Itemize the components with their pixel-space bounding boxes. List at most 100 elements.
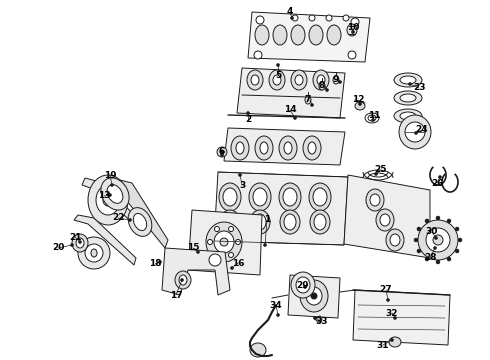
Ellipse shape <box>283 188 297 206</box>
Ellipse shape <box>217 147 227 157</box>
Circle shape <box>414 131 418 135</box>
Circle shape <box>433 246 437 250</box>
Ellipse shape <box>250 210 270 234</box>
Circle shape <box>276 63 280 67</box>
Text: 23: 23 <box>413 84 425 93</box>
Ellipse shape <box>386 229 404 251</box>
Ellipse shape <box>224 214 236 230</box>
Ellipse shape <box>327 25 341 45</box>
Ellipse shape <box>215 226 220 231</box>
Circle shape <box>128 218 132 222</box>
Circle shape <box>158 260 162 264</box>
Text: 3: 3 <box>239 180 245 189</box>
Polygon shape <box>118 180 168 248</box>
Circle shape <box>238 173 242 177</box>
Text: 34: 34 <box>270 301 282 310</box>
Ellipse shape <box>269 70 285 90</box>
Circle shape <box>263 243 267 247</box>
Text: 17: 17 <box>170 291 182 300</box>
Ellipse shape <box>455 227 459 231</box>
Ellipse shape <box>308 142 316 154</box>
Ellipse shape <box>291 272 315 298</box>
Circle shape <box>358 102 362 106</box>
Text: 16: 16 <box>232 258 244 267</box>
Ellipse shape <box>400 112 416 120</box>
Ellipse shape <box>175 271 191 289</box>
Ellipse shape <box>291 70 307 90</box>
Ellipse shape <box>433 235 443 245</box>
Ellipse shape <box>256 16 264 24</box>
Text: 24: 24 <box>416 126 428 135</box>
Polygon shape <box>237 68 345 118</box>
Polygon shape <box>288 275 340 318</box>
Ellipse shape <box>425 257 429 261</box>
Ellipse shape <box>348 51 356 59</box>
Ellipse shape <box>310 210 330 234</box>
Text: 29: 29 <box>296 280 309 289</box>
Text: 6: 6 <box>219 148 225 157</box>
Ellipse shape <box>319 82 325 90</box>
Ellipse shape <box>85 244 103 262</box>
Circle shape <box>434 236 438 240</box>
Ellipse shape <box>249 183 271 211</box>
Ellipse shape <box>133 213 147 230</box>
Text: 31: 31 <box>377 341 389 350</box>
Polygon shape <box>188 210 262 275</box>
Ellipse shape <box>78 237 110 269</box>
Ellipse shape <box>317 75 325 85</box>
Ellipse shape <box>376 209 394 231</box>
Ellipse shape <box>326 15 332 21</box>
Ellipse shape <box>405 122 425 142</box>
Polygon shape <box>248 12 370 62</box>
Circle shape <box>310 103 314 107</box>
Polygon shape <box>224 128 345 165</box>
Ellipse shape <box>236 239 241 244</box>
Ellipse shape <box>295 75 303 85</box>
Ellipse shape <box>347 24 357 36</box>
Circle shape <box>196 250 200 254</box>
Ellipse shape <box>236 142 244 154</box>
Ellipse shape <box>76 238 84 248</box>
Ellipse shape <box>455 249 459 253</box>
Polygon shape <box>162 248 230 295</box>
Ellipse shape <box>309 25 323 45</box>
Ellipse shape <box>447 257 451 261</box>
Ellipse shape <box>389 337 401 347</box>
Ellipse shape <box>228 226 234 231</box>
Ellipse shape <box>72 234 88 252</box>
Ellipse shape <box>400 76 416 84</box>
Ellipse shape <box>343 15 349 21</box>
Ellipse shape <box>417 249 421 253</box>
Ellipse shape <box>254 51 262 59</box>
Circle shape <box>303 285 307 289</box>
Ellipse shape <box>128 208 152 237</box>
Text: 4: 4 <box>287 8 293 17</box>
Ellipse shape <box>333 76 339 84</box>
Ellipse shape <box>291 25 305 45</box>
Text: 2: 2 <box>245 116 251 125</box>
Ellipse shape <box>223 188 237 206</box>
Ellipse shape <box>390 234 400 246</box>
Ellipse shape <box>255 25 269 45</box>
Ellipse shape <box>426 228 450 252</box>
Ellipse shape <box>96 185 120 215</box>
Ellipse shape <box>292 15 298 21</box>
Ellipse shape <box>273 75 281 85</box>
Ellipse shape <box>394 73 422 87</box>
Ellipse shape <box>91 249 97 257</box>
Ellipse shape <box>220 238 228 246</box>
Circle shape <box>180 278 184 282</box>
Circle shape <box>230 266 234 270</box>
Ellipse shape <box>209 254 221 266</box>
Text: 10: 10 <box>347 23 359 32</box>
Ellipse shape <box>254 214 266 230</box>
Circle shape <box>386 298 390 302</box>
Ellipse shape <box>436 260 440 264</box>
Ellipse shape <box>309 183 331 211</box>
Ellipse shape <box>351 18 359 26</box>
Ellipse shape <box>207 239 213 244</box>
Ellipse shape <box>305 96 311 104</box>
Circle shape <box>78 240 82 244</box>
Circle shape <box>438 175 442 179</box>
Ellipse shape <box>220 150 224 154</box>
